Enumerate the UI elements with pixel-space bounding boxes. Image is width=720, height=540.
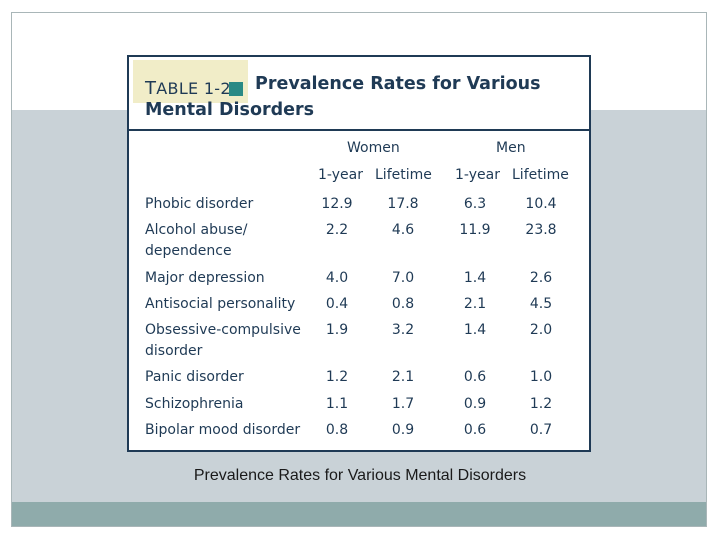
title-highlight bbox=[133, 60, 248, 103]
table-cell: 0.6 bbox=[463, 369, 487, 385]
column-header: 1-year bbox=[318, 167, 363, 183]
table-cell: 0.4 bbox=[325, 296, 349, 312]
group-header-men: Men bbox=[496, 140, 526, 156]
table-number-rest: ABLE 1-2 bbox=[156, 79, 231, 98]
table-cell: 0.8 bbox=[391, 296, 415, 312]
table-cell: 1.4 bbox=[463, 270, 487, 286]
table-cell: 0.8 bbox=[325, 422, 349, 438]
row-label: Panic disorder bbox=[145, 369, 244, 385]
group-header-women: Women bbox=[347, 140, 400, 156]
column-header: 1-year bbox=[455, 167, 500, 183]
table-cell: 1.2 bbox=[325, 369, 349, 385]
slide-footer-bar bbox=[12, 502, 706, 526]
table-figure: TABLE 1-2 Prevalence Rates for Various M… bbox=[127, 55, 591, 452]
table-number: TABLE 1-2 bbox=[145, 78, 231, 99]
table-cell: 2.2 bbox=[325, 222, 349, 238]
table-title-block: TABLE 1-2 Prevalence Rates for Various M… bbox=[129, 57, 591, 131]
square-bullet-icon bbox=[229, 82, 243, 96]
row-label: Phobic disorder bbox=[145, 196, 254, 212]
table-cell: 10.4 bbox=[525, 196, 557, 212]
table-cell: 4.6 bbox=[391, 222, 415, 238]
table-cell: 23.8 bbox=[525, 222, 557, 238]
table-cell: 6.3 bbox=[463, 196, 487, 212]
table-cell: 1.4 bbox=[463, 322, 487, 338]
table-cell: 2.6 bbox=[529, 270, 553, 286]
table-cell: 2.0 bbox=[529, 322, 553, 338]
row-label: dependence bbox=[145, 243, 232, 259]
table-cell: 0.9 bbox=[463, 396, 487, 412]
row-label: Major depression bbox=[145, 270, 265, 286]
row-label: Antisocial personality bbox=[145, 296, 296, 312]
table-title-line-1: Prevalence Rates for Various bbox=[255, 74, 541, 94]
table-cell: 1.1 bbox=[325, 396, 349, 412]
slide-caption: Prevalence Rates for Various Mental Diso… bbox=[193, 467, 527, 484]
row-label: Bipolar mood disorder bbox=[145, 422, 301, 438]
table-cell: 0.6 bbox=[463, 422, 487, 438]
column-header: Lifetime bbox=[375, 167, 432, 183]
table-cell: 2.1 bbox=[391, 369, 415, 385]
table-title-line-2: Mental Disorders bbox=[145, 100, 315, 120]
table-cell: 2.1 bbox=[463, 296, 487, 312]
table-cell: 0.9 bbox=[391, 422, 415, 438]
row-label: Schizophrenia bbox=[145, 396, 244, 412]
table-cell: 1.0 bbox=[529, 369, 553, 385]
table-cell: 1.7 bbox=[391, 396, 415, 412]
table-cell: 4.5 bbox=[529, 296, 553, 312]
table-cell: 12.9 bbox=[321, 196, 353, 212]
table-cell: 1.2 bbox=[529, 396, 553, 412]
table-cell: 4.0 bbox=[325, 270, 349, 286]
table-cell: 1.9 bbox=[325, 322, 349, 338]
table-cell: 11.9 bbox=[459, 222, 491, 238]
row-label: Obsessive-compulsive bbox=[145, 322, 301, 338]
row-label: disorder bbox=[145, 343, 203, 359]
row-label: Alcohol abuse/ bbox=[145, 222, 248, 238]
table-number-initial: T bbox=[145, 78, 157, 99]
table-cell: 3.2 bbox=[391, 322, 415, 338]
column-header: Lifetime bbox=[512, 167, 569, 183]
table-cell: 17.8 bbox=[387, 196, 419, 212]
table-cell: 7.0 bbox=[391, 270, 415, 286]
table-cell: 0.7 bbox=[529, 422, 553, 438]
